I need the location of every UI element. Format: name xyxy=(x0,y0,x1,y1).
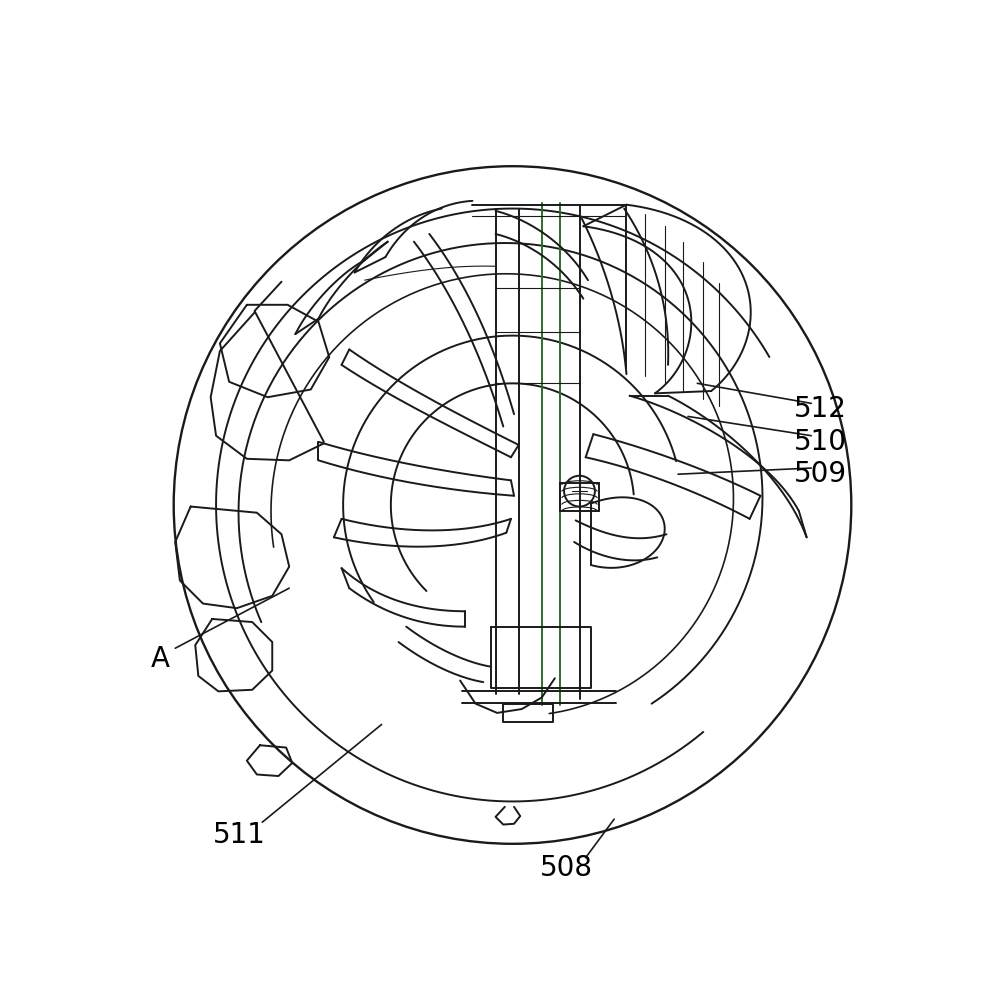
Text: 512: 512 xyxy=(794,395,847,423)
Text: 508: 508 xyxy=(540,854,593,882)
Text: 510: 510 xyxy=(794,428,847,456)
Text: A: A xyxy=(150,645,169,673)
Text: 509: 509 xyxy=(794,460,847,488)
Text: 511: 511 xyxy=(213,821,266,849)
